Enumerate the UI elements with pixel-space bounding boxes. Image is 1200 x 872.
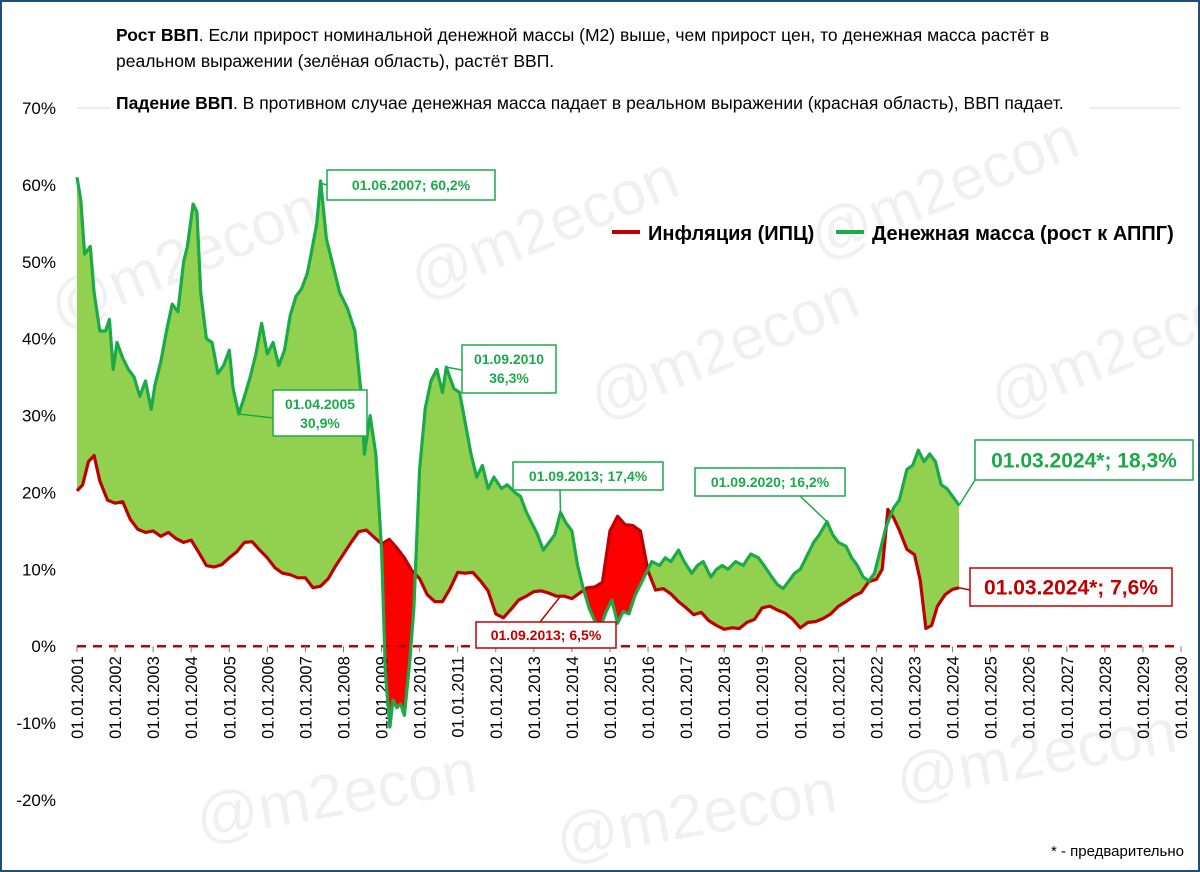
x-tick-label: 01.01.2015 xyxy=(602,656,620,739)
fall-text: . В противном случае денежная масса пада… xyxy=(232,93,1064,113)
callout-box xyxy=(475,621,617,649)
callout-label: 01.09.2020; 16,2% xyxy=(711,474,830,490)
callout: 01.04.2005 30,9% xyxy=(238,389,368,437)
callout-label: 01.03.2024*; 7,6% xyxy=(984,577,1158,600)
x-tick-label: 01.01.2024 xyxy=(945,656,963,739)
watermark-text: @m2econ xyxy=(399,143,688,313)
growth-bold: Рост ВВП xyxy=(116,25,199,45)
x-tick-label: 01.01.2007 xyxy=(297,656,315,739)
callout-pointer xyxy=(799,495,828,523)
y-tick-label: -10% xyxy=(16,714,56,733)
y-tick-label: 50% xyxy=(22,253,56,272)
money-supply-line xyxy=(75,176,961,729)
callout-label: 01.06.2007; 60,2% xyxy=(352,177,471,193)
x-tick-label: 01.01.2026 xyxy=(1021,656,1039,739)
fall-paragraph: Падение ВВП. В противном случае денежная… xyxy=(116,90,1076,116)
callout-pointer xyxy=(958,587,971,591)
x-tick-label: 01.01.2021 xyxy=(830,656,848,739)
x-tick-label: 01.01.2018 xyxy=(716,656,734,739)
callout-pointer xyxy=(446,366,463,371)
callout-box xyxy=(512,461,664,491)
x-tick-label: 01.01.2029 xyxy=(1135,656,1153,739)
legend-inflation-label: Инфляция (ИПЦ) xyxy=(648,223,814,245)
x-tick-label: 01.01.2010 xyxy=(412,656,430,739)
legend-money-label: Денежная масса (рост к АППГ) xyxy=(872,223,1174,245)
y-tick-label: 60% xyxy=(22,176,56,195)
y-tick-label: 30% xyxy=(22,407,56,426)
x-tick-label: 01.01.2013 xyxy=(526,656,544,739)
x-tick-label: 01.01.2008 xyxy=(335,656,353,739)
x-tick-label: 01.01.2023 xyxy=(907,656,925,739)
fall-bold: Падение ВВП xyxy=(116,93,233,113)
callout-label: 01.03.2024*; 18,3% xyxy=(991,450,1177,473)
growth-paragraph: Рост ВВП. Если прирост номинальной денеж… xyxy=(116,22,1076,74)
x-tick-label: 01.01.2030 xyxy=(1173,656,1191,739)
callout-label: 01.09.2013; 6,5% xyxy=(491,627,602,643)
y-tick-label: 20% xyxy=(22,483,56,502)
y-tick-label: 70% xyxy=(22,99,56,118)
x-tick-label: 01.01.2003 xyxy=(145,656,163,739)
x-tick-label: 01.01.2027 xyxy=(1059,656,1077,739)
y-tick-label: 40% xyxy=(22,330,56,349)
inflation-line xyxy=(75,453,960,631)
callout: 01.06.2007; 60,2% xyxy=(320,169,496,201)
x-tick-label: 01.01.2020 xyxy=(792,656,810,739)
callout-box xyxy=(974,439,1194,481)
chart-description: Рост ВВП. Если прирост номинальной денеж… xyxy=(116,22,1076,132)
x-tick-label: 01.01.2006 xyxy=(259,656,277,739)
watermark-text: @m2econ xyxy=(550,757,841,872)
growth-area xyxy=(647,521,887,630)
x-tick-label: 01.01.2017 xyxy=(678,656,696,739)
x-tick-label: 01.01.2005 xyxy=(221,656,239,739)
x-tick-label: 01.01.2019 xyxy=(754,656,772,739)
callout-value: 30,9% xyxy=(300,415,340,431)
x-tick-label: 01.01.2004 xyxy=(183,656,201,739)
callout-label: 01.04.2005 xyxy=(285,396,355,412)
callout-pointer xyxy=(958,479,976,506)
x-tick-label: 01.01.2016 xyxy=(640,656,658,739)
callout-value: 36,3% xyxy=(489,370,529,386)
x-tick-label: 01.01.2025 xyxy=(983,656,1001,739)
callout-pointer xyxy=(539,595,562,623)
callout: 01.03.2024*; 7,6% xyxy=(958,567,1173,607)
callout-label: 01.09.2013; 17,4% xyxy=(529,468,648,484)
growth-text: . Если прирост номинальной денежной масс… xyxy=(116,25,1050,71)
y-tick-label: -20% xyxy=(16,791,56,810)
watermark-text: @m2econ xyxy=(979,263,1200,433)
callout-box xyxy=(461,344,557,394)
callout: 01.09.2010 36,3% xyxy=(446,344,557,394)
callout-label: 01.09.2010 xyxy=(474,351,544,367)
callout: 01.09.2013; 17,4% xyxy=(512,461,664,513)
callout-pointer xyxy=(238,413,274,419)
y-tick-label: 10% xyxy=(22,560,56,579)
x-tick-label: 01.01.2014 xyxy=(564,656,582,739)
callout-box xyxy=(326,169,496,201)
y-tick-label: 0% xyxy=(31,637,56,656)
growth-area xyxy=(891,450,960,629)
callout-box xyxy=(969,567,1173,607)
x-tick-label: 01.01.2002 xyxy=(107,656,125,739)
watermark-text: @m2econ xyxy=(190,737,481,854)
x-tick-label: 01.01.2011 xyxy=(450,656,468,737)
x-tick-label: 01.01.2001 xyxy=(69,656,87,739)
callout-box xyxy=(272,389,368,437)
x-tick-label: 01.01.2012 xyxy=(488,656,506,739)
x-tick-label: 01.01.2022 xyxy=(868,656,886,739)
callout-box xyxy=(694,467,846,497)
callout: 01.09.2020; 16,2% xyxy=(694,467,846,523)
watermark-text: @m2econ xyxy=(579,263,868,433)
callout: 01.03.2024*; 18,3% xyxy=(958,439,1194,506)
decline-area xyxy=(583,516,648,627)
x-tick-label: 01.01.2028 xyxy=(1097,656,1115,739)
watermark-text: @m2econ xyxy=(799,103,1088,273)
footnote: * - предварительно xyxy=(1050,843,1184,860)
growth-area xyxy=(415,367,584,618)
callout-pointer xyxy=(320,182,328,186)
callout: 01.09.2013; 6,5% xyxy=(475,595,617,649)
